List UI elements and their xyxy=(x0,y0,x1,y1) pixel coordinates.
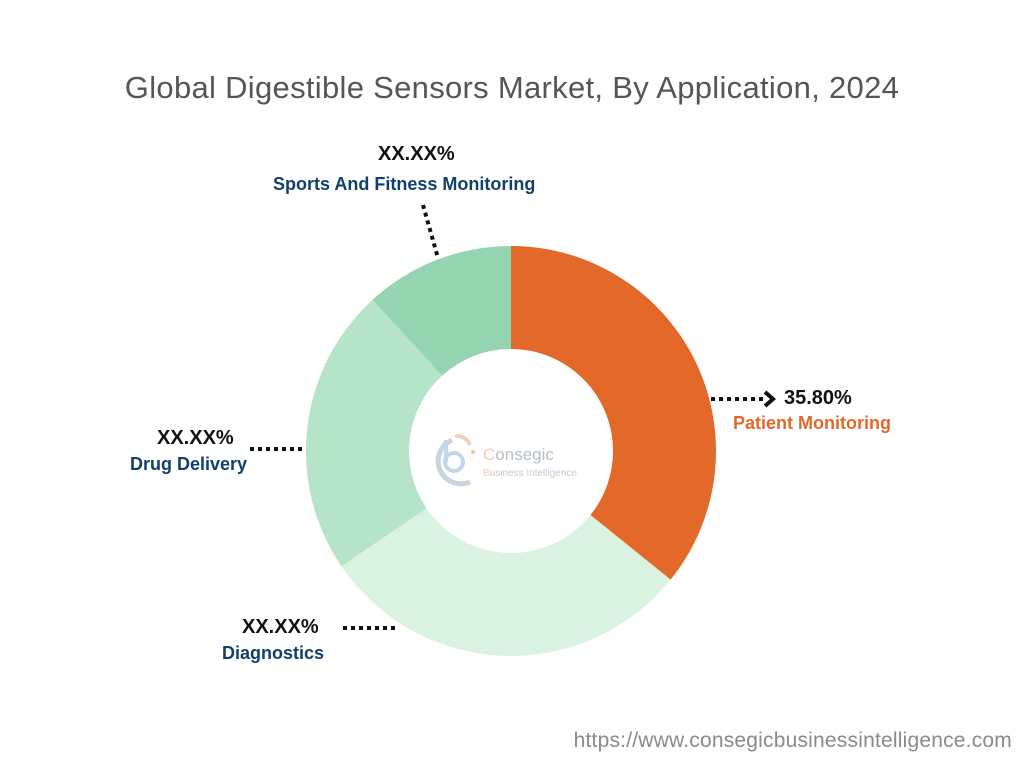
name-diagnostics: Diagnostics xyxy=(222,643,325,663)
name-drug-delivery: Drug Delivery xyxy=(130,454,248,474)
watermark-line1: Consegic xyxy=(483,445,554,464)
chart-title: Global Digestible Sensors Market, By App… xyxy=(124,70,900,105)
source-url: https://www.consegicbusinessintelligence… xyxy=(573,729,1012,752)
slice-drug-delivery xyxy=(305,299,443,567)
label-patient-monitoring: 35.80% xyxy=(784,387,852,410)
arrow-head-icon xyxy=(763,390,777,408)
slice-sports-and-fitness-monitoring xyxy=(372,246,511,376)
donut-slices xyxy=(305,246,717,656)
leader-sports xyxy=(421,204,440,259)
slice-diagnostics xyxy=(341,508,671,656)
slice-patient-monitoring xyxy=(511,246,717,580)
pct-sports: XX.XX% xyxy=(378,143,455,165)
pct-diagnostics: XX.XX% xyxy=(242,616,319,638)
cbi-logo-icon xyxy=(435,433,475,487)
name-patient-monitoring: Patient Monitoring xyxy=(733,413,891,433)
pct-patient-monitoring: 35.80% xyxy=(784,387,852,409)
pct-drug-delivery: XX.XX% xyxy=(157,427,234,449)
watermark-line2: Business Intelligence xyxy=(483,468,577,479)
name-sports: Sports And Fitness Monitoring xyxy=(273,174,536,194)
